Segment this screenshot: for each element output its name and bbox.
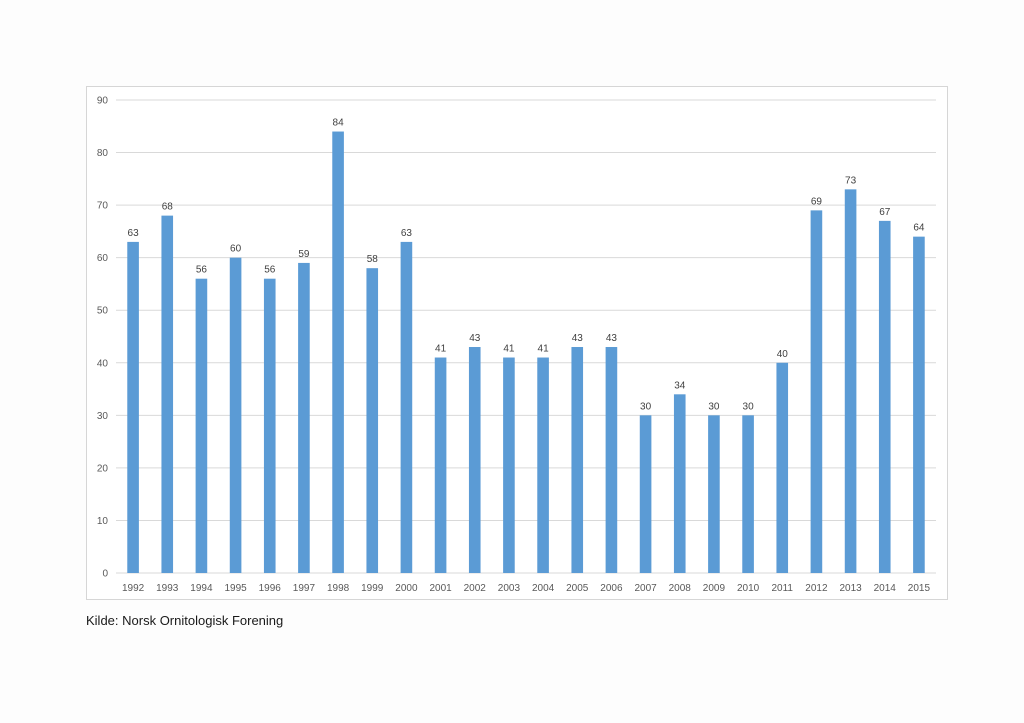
data-label: 30 xyxy=(640,401,652,412)
x-tick-label: 1995 xyxy=(224,583,247,594)
x-tick-label: 1998 xyxy=(327,583,350,594)
bar xyxy=(878,220,891,573)
x-tick-label: 2005 xyxy=(566,583,589,594)
x-tick-label: 2007 xyxy=(634,583,657,594)
bar xyxy=(366,268,379,573)
bar xyxy=(127,241,139,573)
chart-svg: 0 10 20 30 40 50 60 70 80 90 63 1992 68 1993 56 1994 60 1… xyxy=(97,96,936,594)
x-tick-label: 1992 xyxy=(122,583,145,594)
bar xyxy=(229,257,242,573)
bar xyxy=(332,131,344,573)
y-tick-label: 40 xyxy=(97,358,109,369)
bar xyxy=(708,415,720,573)
x-tick-label: 1993 xyxy=(156,583,179,594)
y-tick-label: 90 xyxy=(97,96,109,107)
data-label: 41 xyxy=(435,344,447,355)
data-label: 67 xyxy=(879,207,891,218)
x-tick-label: 2004 xyxy=(532,583,555,594)
source-note: Kilde: Norsk Ornitologisk Forening xyxy=(86,613,284,628)
bar xyxy=(639,415,652,573)
x-tick-label: 2002 xyxy=(464,583,487,594)
bar xyxy=(913,236,925,573)
y-tick-label: 20 xyxy=(97,463,109,474)
x-tick-label: 2015 xyxy=(908,583,931,594)
x-tick-label: 2011 xyxy=(771,583,793,594)
data-label: 59 xyxy=(298,249,310,260)
data-label: 43 xyxy=(572,333,584,344)
x-tick-label: 2000 xyxy=(395,583,418,594)
data-label: 41 xyxy=(503,344,515,355)
data-label: 64 xyxy=(913,223,925,234)
x-tick-label: 1994 xyxy=(190,583,213,594)
data-label: 63 xyxy=(128,228,140,239)
bar xyxy=(263,278,276,573)
x-tick-label: 2003 xyxy=(498,583,521,594)
data-label: 40 xyxy=(777,349,789,360)
data-label: 34 xyxy=(674,380,686,391)
x-tick-label: 2012 xyxy=(805,583,828,594)
data-label: 30 xyxy=(708,401,720,412)
x-tick-label: 2014 xyxy=(874,583,897,594)
y-tick-label: 10 xyxy=(97,516,109,527)
data-label: 73 xyxy=(845,175,857,186)
bar xyxy=(810,210,823,573)
data-label: 69 xyxy=(811,196,823,207)
bar xyxy=(742,415,754,573)
bar xyxy=(195,278,208,573)
data-label: 56 xyxy=(264,265,276,276)
bar xyxy=(161,215,174,573)
x-tick-label: 2008 xyxy=(669,583,692,594)
data-label: 43 xyxy=(606,333,618,344)
bar xyxy=(844,189,857,573)
data-label: 68 xyxy=(162,202,174,213)
bar xyxy=(605,347,618,573)
bar xyxy=(503,357,515,573)
bar xyxy=(298,262,310,573)
x-tick-label: 1999 xyxy=(361,583,384,594)
bar xyxy=(537,357,549,573)
data-label: 63 xyxy=(401,228,413,239)
data-label: 41 xyxy=(538,344,550,355)
bar xyxy=(776,362,789,573)
y-tick-label: 80 xyxy=(97,148,109,159)
y-tick-label: 70 xyxy=(97,201,109,212)
bar xyxy=(673,394,686,573)
data-label: 30 xyxy=(743,401,755,412)
bar xyxy=(434,357,447,573)
x-tick-label: 2001 xyxy=(429,583,452,594)
bar xyxy=(400,241,413,573)
x-tick-label: 1996 xyxy=(259,583,282,594)
data-label: 56 xyxy=(196,265,208,276)
data-label: 58 xyxy=(367,254,379,265)
data-label: 43 xyxy=(469,333,481,344)
y-tick-label: 30 xyxy=(97,411,109,422)
x-tick-label: 2010 xyxy=(737,583,760,594)
x-tick-label: 1997 xyxy=(293,583,316,594)
x-tick-label: 2009 xyxy=(703,583,726,594)
x-tick-label: 2006 xyxy=(600,583,623,594)
data-label: 60 xyxy=(230,244,242,255)
y-tick-label: 50 xyxy=(97,306,109,317)
data-label: 84 xyxy=(333,118,345,129)
bar-chart: 0 10 20 30 40 50 60 70 80 90 63 1992 68 1993 56 1994 60 1… xyxy=(86,86,948,600)
y-tick-label: 60 xyxy=(97,253,109,264)
y-tick-label: 0 xyxy=(102,569,108,580)
bar xyxy=(468,347,481,573)
x-tick-label: 2013 xyxy=(839,583,862,594)
bar xyxy=(571,347,584,573)
